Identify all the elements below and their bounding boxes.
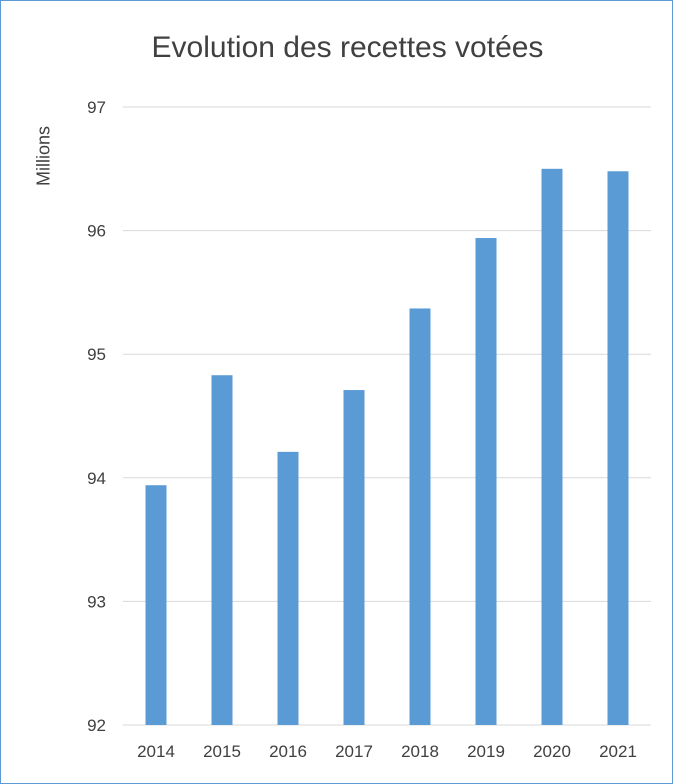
bar bbox=[145, 485, 167, 725]
x-tick-label: 2014 bbox=[137, 742, 175, 761]
bar bbox=[541, 168, 563, 726]
y-tick-label: 92 bbox=[87, 716, 106, 735]
x-tick-label: 2019 bbox=[467, 742, 505, 761]
y-tick-label: 93 bbox=[87, 592, 106, 611]
bar bbox=[409, 308, 431, 725]
x-tick-label: 2015 bbox=[203, 742, 241, 761]
y-tick-label: 95 bbox=[87, 345, 106, 364]
bar bbox=[211, 375, 233, 725]
x-tick-label: 2020 bbox=[533, 742, 571, 761]
bar bbox=[277, 451, 299, 725]
y-tick-label: 96 bbox=[87, 222, 106, 241]
chart-title: Evolution des recettes votées bbox=[151, 31, 544, 64]
x-tick-label: 2018 bbox=[401, 742, 439, 761]
x-tick-label: 2017 bbox=[335, 742, 373, 761]
x-tick-label: 2021 bbox=[599, 742, 637, 761]
bar bbox=[607, 171, 629, 726]
y-tick-label: 94 bbox=[87, 469, 106, 488]
bar bbox=[475, 238, 497, 726]
y-tick-label: 97 bbox=[87, 98, 106, 117]
x-tick-label: 2016 bbox=[269, 742, 307, 761]
bar bbox=[343, 390, 365, 725]
